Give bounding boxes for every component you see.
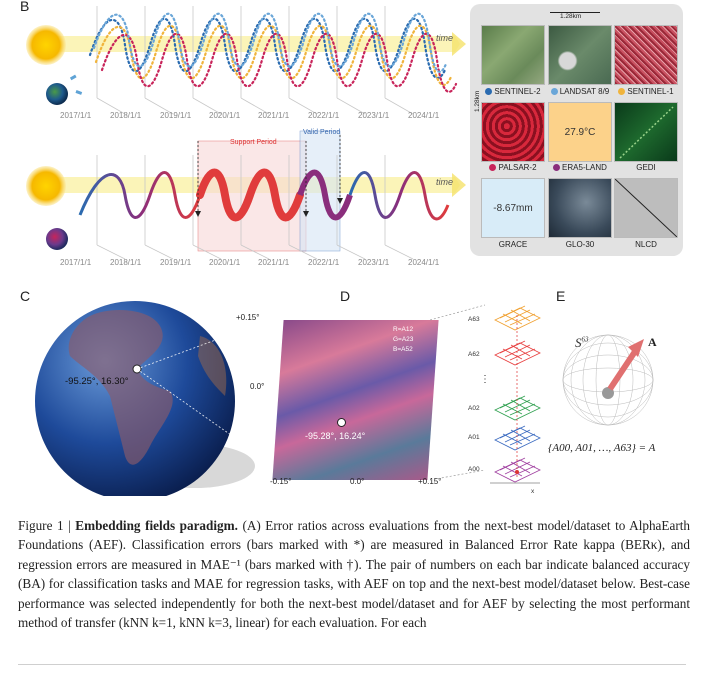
earth-icon xyxy=(46,83,68,105)
embedding-patch-image xyxy=(272,320,439,480)
tile-gedi xyxy=(614,102,678,162)
x-tick-left: -0.15° xyxy=(270,477,292,486)
date-label: 2019/1/1 xyxy=(160,111,192,120)
svg-text:⋮: ⋮ xyxy=(480,374,490,385)
sphere-title: S63 xyxy=(575,335,589,350)
tile-nlcd xyxy=(614,178,678,238)
timeline-top xyxy=(26,6,466,115)
date-label: 2018/1/1 xyxy=(110,111,142,120)
label-glo30: GLO-30 xyxy=(565,240,595,249)
tile-glo30 xyxy=(548,178,612,238)
tile-landsat xyxy=(548,25,612,85)
layer-label: A01 xyxy=(468,434,480,441)
label-sentinel1: SENTINEL-1 xyxy=(606,87,686,96)
valid-period-label: Valid Period xyxy=(303,129,341,136)
date-label: 2020/1/1 xyxy=(209,258,241,267)
layer-label: A00 xyxy=(468,466,480,473)
satellite-icon xyxy=(69,74,77,81)
label-gedi: GEDI xyxy=(636,163,656,172)
time-label-top: time xyxy=(436,33,454,43)
earth-icon xyxy=(46,228,68,250)
date-label: 2022/1/1 xyxy=(308,111,340,120)
y-tick-mid: 0.0° xyxy=(250,382,265,391)
rgb-b: B=A52 xyxy=(393,346,413,353)
tile-sentinel2 xyxy=(481,25,545,85)
connector-lines xyxy=(430,304,486,481)
era5-value: 27.9°C xyxy=(564,126,596,138)
hypersphere-figure xyxy=(562,334,654,426)
layer-label: A63 xyxy=(468,316,480,323)
date-label: 2017/1/1 xyxy=(60,111,92,120)
caption-title: Embedding fields paradigm. xyxy=(75,518,238,533)
panel-b-letter: B xyxy=(20,0,30,14)
date-label: 2024/1/1 xyxy=(408,258,440,267)
date-label: 2023/1/1 xyxy=(358,258,390,267)
rgb-g: G=A23 xyxy=(393,336,414,343)
sun-icon xyxy=(26,166,66,206)
patch-marker-icon xyxy=(337,418,346,427)
tile-palsar xyxy=(481,102,545,162)
label-era5: ERA5-LAND xyxy=(540,163,620,172)
sphere-formula: {A00, A01, …, A63} = A xyxy=(548,442,656,454)
globe-coord: -95.25°, 16.30° xyxy=(65,376,129,387)
date-label: 2024/1/1 xyxy=(408,111,440,120)
scale-top-label: 1.28km xyxy=(560,13,582,20)
grace-value: -8.67mm xyxy=(493,202,533,214)
x-tick-mid: 0.0° xyxy=(350,477,365,486)
date-label: 2023/1/1 xyxy=(358,111,390,120)
sun-icon xyxy=(26,25,66,65)
layer-label: A62 xyxy=(468,351,480,358)
caption-figure-label: Figure 1 | xyxy=(18,518,76,533)
vector-arrow-icon xyxy=(628,339,644,357)
footer-rule xyxy=(18,664,686,665)
rgb-r: R=A12 xyxy=(393,326,414,333)
y-tick-top: +0.15° xyxy=(236,313,260,322)
label-sentinel2: SENTINEL-2 xyxy=(473,87,553,96)
time-label-bottom: time xyxy=(436,177,454,187)
label-landsat: LANDSAT 8/9 xyxy=(540,87,620,96)
label-grace: GRACE xyxy=(498,240,528,249)
panel-d-letter: D xyxy=(340,288,351,304)
patch-coord: -95.28°, 16.24° xyxy=(305,431,366,441)
panel-c-letter: C xyxy=(20,288,31,304)
date-label: 2019/1/1 xyxy=(160,258,192,267)
figure-caption: Figure 1 | Embedding fields paradigm. (A… xyxy=(18,516,690,632)
scale-bar-top xyxy=(550,12,600,13)
vector-label: A xyxy=(648,335,657,349)
label-nlcd: NLCD xyxy=(635,240,657,249)
date-label: 2021/1/1 xyxy=(258,258,290,267)
axis-x-label: x xyxy=(531,488,535,495)
origin-icon xyxy=(602,387,614,399)
label-palsar: PALSAR-2 xyxy=(473,163,553,172)
layer-label: A02 xyxy=(468,405,480,412)
date-label: 2022/1/1 xyxy=(308,258,340,267)
embedding-stack: ⋮ xyxy=(480,305,541,484)
timeline-bottom xyxy=(26,130,466,260)
support-period-label: Support Period xyxy=(230,139,277,146)
globe-figure xyxy=(35,301,275,496)
panel-e-letter: E xyxy=(556,288,566,304)
date-label: 2021/1/1 xyxy=(258,111,290,120)
tile-grace: -8.67mm xyxy=(481,178,545,238)
date-label: 2018/1/1 xyxy=(110,258,142,267)
caption-body: (A) Error ratios across evaluations from… xyxy=(18,518,690,631)
date-label: 2020/1/1 xyxy=(209,111,241,120)
tile-sentinel1 xyxy=(614,25,678,85)
date-label: 2017/1/1 xyxy=(60,258,92,267)
x-tick-right: +0.15° xyxy=(418,477,442,486)
tile-era5: 27.9°C xyxy=(548,102,612,162)
